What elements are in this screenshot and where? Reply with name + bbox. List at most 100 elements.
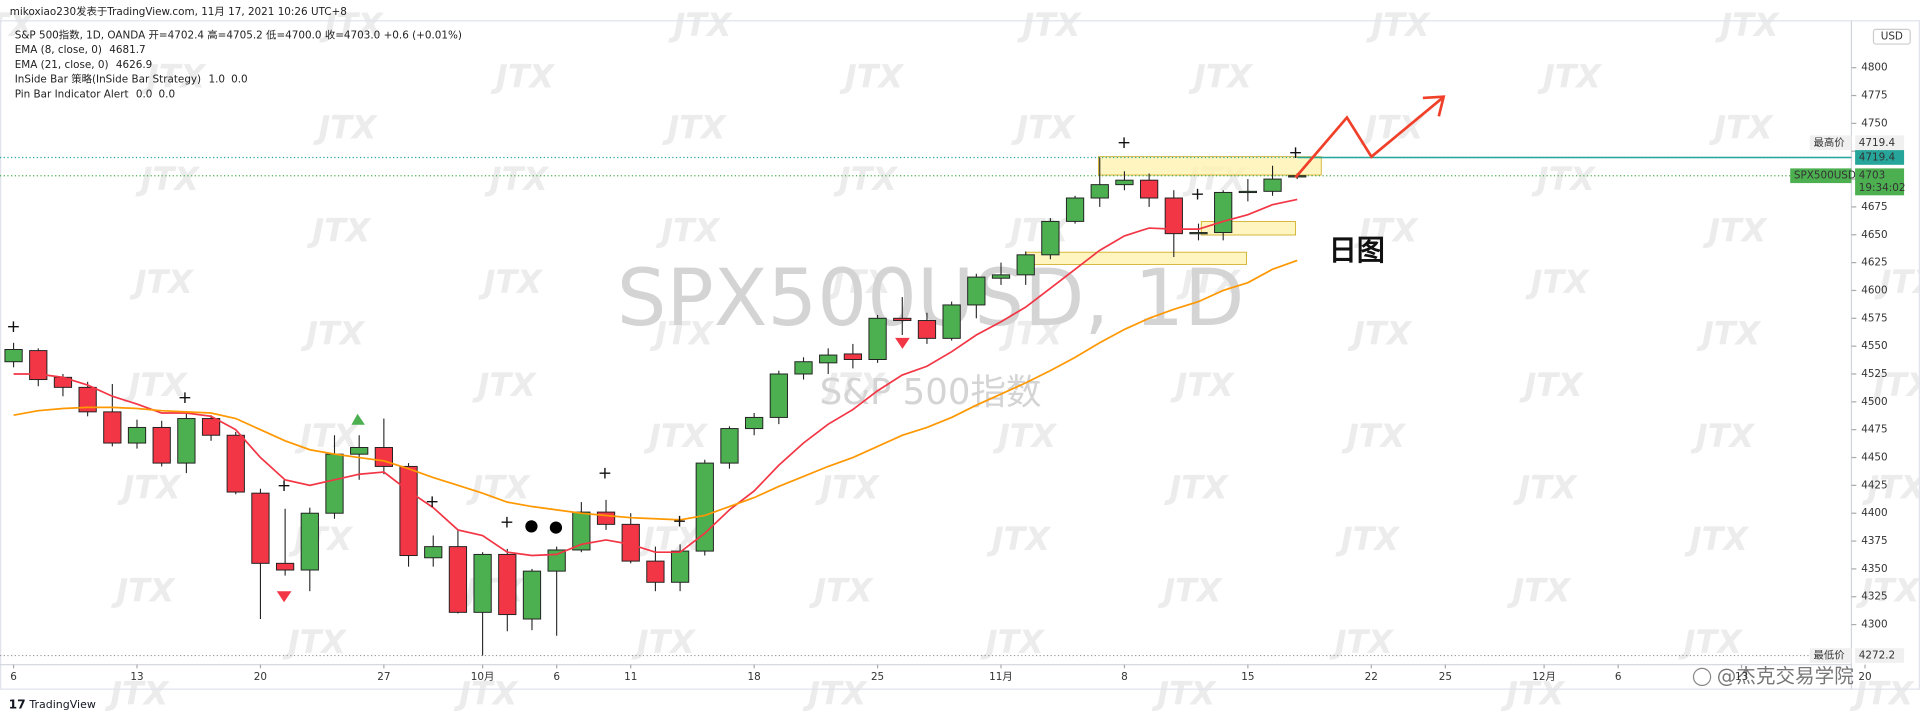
candle-body: [399, 465, 418, 557]
y-tick-label: 4550: [1861, 340, 1887, 352]
sell-triangle: [276, 591, 292, 603]
signal-markers: + + + + + + + + + +: [6, 133, 1303, 603]
logo-watermark: JTX: [1855, 571, 1920, 609]
last-symbol: SPX500USD: [1794, 170, 1856, 182]
x-tick-label: 12月: [1532, 671, 1556, 683]
candle-body: [1164, 197, 1183, 235]
plus-marker: +: [1117, 133, 1131, 153]
logo-watermark: JTX: [1010, 109, 1076, 147]
logo-watermark: JTX: [839, 57, 905, 95]
x-tick-label: 18: [748, 671, 761, 683]
logo-watermark: JTX: [465, 469, 531, 507]
logo-watermark: JTX: [1004, 212, 1070, 250]
candle-body: [991, 274, 1011, 279]
candle-body: [1016, 254, 1035, 276]
author-icon: [1692, 667, 1712, 687]
indicator-value: 0.0: [231, 74, 248, 86]
high-value-tag: 4719.4: [1859, 137, 1896, 149]
candle-body: [1189, 232, 1208, 235]
logo-watermark: JTX: [1531, 160, 1597, 198]
price-axis: 4300 4325 4350 4375 4400 4425 4450 4475 4500 4525…: [1790, 28, 1911, 663]
logo-watermark: JTX: [306, 212, 372, 250]
logo-watermark: JTX: [1163, 469, 1229, 507]
candle-body: [843, 353, 863, 361]
logo-watermark: JTX: [472, 366, 538, 404]
candle-body: [769, 373, 788, 418]
logo-watermark: JTX: [1176, 263, 1242, 301]
candle-body: [819, 354, 838, 364]
logo-watermark: JTX: [1874, 263, 1920, 301]
y-tick-label: 4525: [1861, 368, 1887, 380]
logo-watermark: JTX: [116, 469, 182, 507]
candle-body: [325, 453, 344, 514]
candle-body: [226, 434, 245, 493]
logo-watermark: JTX: [1708, 109, 1774, 147]
candle-body: [448, 546, 468, 613]
ema-line: [13, 259, 1298, 521]
zone-box: [1098, 156, 1322, 176]
y-tick-label: 4325: [1861, 591, 1887, 603]
high-label: 最高价: [1813, 136, 1845, 149]
logo-watermark: JTX: [980, 623, 1046, 661]
arrow-path: [1294, 96, 1444, 179]
y-tick-label: 4475: [1861, 424, 1887, 436]
plus-marker: +: [598, 464, 612, 484]
plus-marker: +: [672, 511, 686, 531]
candle-body: [424, 546, 443, 559]
candle-body: [29, 350, 48, 381]
logo-watermark: JTX: [1861, 469, 1920, 507]
indicator-value: 4626.9: [116, 59, 152, 71]
y-tick-label: 4300: [1861, 619, 1887, 631]
logo-watermark: JTX: [300, 314, 366, 352]
logo-watermark: JTX: [649, 314, 715, 352]
logo-watermark: JTX: [110, 571, 176, 609]
logo-watermark: JTX: [123, 366, 189, 404]
high-value-marker: 4719.4: [1859, 151, 1896, 163]
plus-marker: +: [500, 513, 514, 533]
plus-marker: +: [178, 388, 192, 408]
logo-watermark: JTX: [288, 520, 354, 558]
logo-watermark: JTX: [1157, 571, 1223, 609]
candle-body: [745, 416, 764, 430]
x-tick-label: 13: [130, 671, 143, 683]
logo-watermark: JTX: [808, 571, 874, 609]
logo-watermark: JTX: [1170, 366, 1236, 404]
logo-watermark: JTX: [484, 160, 550, 198]
y-tick-label: 4800: [1861, 62, 1887, 74]
candle-body: [300, 512, 319, 571]
y-tick-label: 4375: [1861, 535, 1887, 547]
logo-watermark: JTX: [0, 6, 35, 44]
logo-watermark: JTX: [129, 263, 195, 301]
candle-body: [498, 553, 517, 616]
y-tick-label: 4675: [1861, 201, 1887, 213]
chart-frame: [0, 20, 1920, 690]
indicator-name: Pin Bar Indicator Alert: [15, 88, 129, 100]
y-tick-label: 4450: [1861, 452, 1887, 464]
logo-watermark: JTX: [643, 417, 709, 455]
candle-body: [917, 320, 937, 339]
plus-marker: +: [1288, 143, 1302, 163]
logo-watermark: JTX: [478, 263, 544, 301]
indicator-name: InSide Bar 策略(InSide Bar Strategy): [15, 73, 201, 86]
dot-marker: [549, 521, 563, 534]
y-tick-label: 4650: [1861, 229, 1887, 241]
logo-text: TradingView: [28, 698, 95, 711]
logo-watermark: JTX: [986, 520, 1052, 558]
logo-mark: 17: [9, 698, 26, 712]
watermark-layer: JTX JTX JTX JTX JTX JTX JTX JTX JTX JTX JTX JTX JTX J…: [0, 6, 1920, 712]
candle-body: [275, 562, 295, 571]
logo-watermark: JTX: [1849, 674, 1915, 712]
logo-watermark: JTX: [141, 57, 207, 95]
y-tick-label: 4575: [1861, 312, 1887, 324]
low-label: 最低价: [1813, 649, 1845, 662]
logo-watermark: JTX: [667, 6, 733, 44]
candle-body: [127, 426, 147, 444]
logo-watermark: JTX: [294, 417, 360, 455]
y-tick-label: 4400: [1861, 507, 1887, 519]
candle-body: [522, 570, 542, 620]
symbol-description-watermark: S&P 500指数: [820, 372, 1042, 413]
logo-watermark: JTX: [1329, 623, 1395, 661]
footer: 17 TradingView @杰克交易学院: [9, 664, 1854, 711]
candle-body: [794, 361, 813, 375]
x-tick-label: 8: [1121, 671, 1128, 683]
